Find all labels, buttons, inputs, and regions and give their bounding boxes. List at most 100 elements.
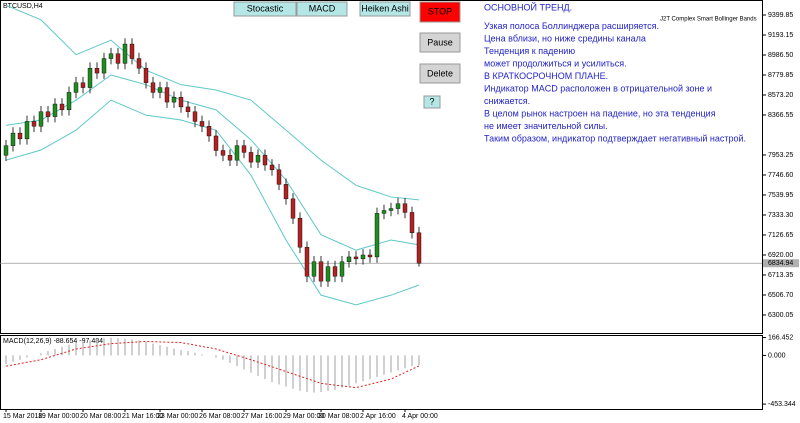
- candle-body: [248, 152, 254, 163]
- indicator-name: J2T Complex Smart Bollinger Bands: [660, 17, 757, 23]
- buttons: Stocastic MACD Heiken Ashi STOP Pause De…: [233, 1, 461, 109]
- button-label[interactable]: Delete: [427, 68, 453, 78]
- candle-body: [262, 155, 268, 166]
- y-tick-label: 6506.70: [768, 292, 793, 299]
- y-tick-label: 6920.00: [768, 252, 793, 259]
- candle-body: [10, 132, 16, 146]
- candle-body: [255, 155, 261, 163]
- candle-body: [311, 261, 317, 277]
- candle-body: [192, 111, 198, 122]
- candle-body: [24, 121, 30, 140]
- candle-body: [73, 82, 79, 93]
- y-tick-label: 8573.20: [768, 92, 793, 99]
- candle-body: [31, 121, 37, 127]
- candle-body: [395, 203, 401, 209]
- candle-body: [206, 126, 212, 137]
- candle-body: [199, 121, 205, 127]
- button-label[interactable]: Heiken Ashi: [361, 3, 409, 13]
- candle-body: [220, 150, 226, 156]
- candle-body: [45, 111, 51, 117]
- y-tick-label: 0.000: [768, 352, 786, 359]
- candle-body: [185, 106, 191, 112]
- button-label[interactable]: STOP: [428, 6, 452, 16]
- x-tick-label: 23 Mar 00:00: [157, 413, 198, 420]
- stocastic-button[interactable]: [233, 1, 297, 17]
- candle-body: [416, 232, 422, 264]
- analysis-line: Цена вблизи, но ниже средины канала: [484, 33, 646, 43]
- candle-body: [213, 135, 219, 151]
- help-button[interactable]: [423, 95, 441, 109]
- candle-body: [136, 58, 142, 69]
- button-label[interactable]: MACD: [309, 3, 336, 13]
- analysis-line: ОСНОВНОЙ ТРЕНД.: [484, 1, 572, 12]
- x-tick-label: 19 Mar 00:00: [38, 413, 79, 420]
- candle-body: [178, 97, 184, 108]
- button-label[interactable]: Pause: [427, 37, 453, 47]
- candle-body: [346, 256, 352, 262]
- candle-body: [115, 53, 121, 64]
- candle-body: [17, 132, 23, 140]
- macd-panel: [0, 335, 763, 410]
- candle-body: [150, 82, 156, 93]
- candle-body: [269, 164, 275, 171]
- analysis-line: может продолжиться и усилиться.: [484, 58, 627, 68]
- candle-body: [409, 212, 415, 233]
- heiken-button[interactable]: [359, 1, 411, 17]
- y-tick-label: 8986.50: [768, 52, 793, 59]
- analysis-line: не имеет значительной силы.: [484, 121, 608, 131]
- x-tick-label: 26 Mar 08:00: [199, 413, 240, 420]
- delete-button[interactable]: [419, 63, 461, 84]
- price-label-box: [763, 259, 799, 268]
- symbol: BTCUSD,H4: [3, 3, 43, 10]
- main-panel: [0, 0, 763, 334]
- candle-body: [388, 208, 394, 211]
- candle-body: [290, 198, 296, 219]
- x-tick-label: 15 Mar 2018: [3, 413, 42, 420]
- y-tick-label: -453.344: [768, 401, 796, 408]
- candle-body: [374, 213, 380, 258]
- macd-button[interactable]: [296, 1, 348, 17]
- price-label: 6834.94: [768, 260, 793, 267]
- x-tick-label: 21 Mar 16:00: [122, 413, 163, 420]
- y-tick-label: 8366.55: [768, 112, 793, 119]
- analysis-line: Узкая полоса Боллинджера расширяется.: [484, 21, 659, 31]
- candle-body: [304, 247, 310, 277]
- candle-body: [325, 266, 331, 282]
- macd-title: MACD(12,26,9) -88.654 -97.484: [3, 338, 103, 345]
- bollinger-band: [5, 4, 420, 201]
- candle-body: [157, 87, 163, 93]
- candle-body: [381, 210, 387, 214]
- candle-body: [171, 97, 177, 103]
- candle-body: [318, 261, 324, 282]
- analysis-line: В целом рынок настроен на падение, но эт…: [484, 108, 716, 118]
- x-tick-label: 20 Mar 08:00: [80, 413, 121, 420]
- button-label[interactable]: ?: [429, 96, 434, 106]
- candle-body: [129, 43, 135, 59]
- y-tick-label: 7746.60: [768, 172, 793, 179]
- candle-body: [143, 68, 149, 83]
- y-tick-label: 7953.25: [768, 152, 793, 159]
- analysis-line: В КРАТКОСРОЧНОМ ПЛАНЕ.: [484, 71, 608, 81]
- x-tick-label: 29 Mar 00:00: [283, 413, 324, 420]
- pause-button[interactable]: [419, 32, 461, 53]
- candle-body: [59, 103, 65, 111]
- y-tick-label: 6300.05: [768, 312, 793, 319]
- candle-body: [94, 68, 100, 74]
- candle-body: [332, 266, 338, 277]
- y-tick-label: 7126.65: [768, 232, 793, 239]
- candle-body: [227, 155, 233, 161]
- x-tick-label: 30 Mar 08:00: [318, 413, 359, 420]
- macd-signal: [5, 340, 420, 389]
- stop-button[interactable]: [419, 1, 461, 23]
- candle-body: [360, 254, 366, 260]
- candle-body: [234, 145, 240, 161]
- candle-body: [276, 169, 282, 185]
- analysis-line: Индикатор MACD расположен в отрицательно…: [484, 83, 712, 93]
- candle-body: [3, 145, 9, 156]
- button-label[interactable]: Stocastic: [247, 3, 284, 13]
- candle-body: [101, 58, 107, 74]
- candle-body: [38, 111, 44, 127]
- candle-body: [353, 256, 359, 260]
- candle-body: [66, 92, 72, 111]
- x-tick-label: 27 Mar 16:00: [241, 413, 282, 420]
